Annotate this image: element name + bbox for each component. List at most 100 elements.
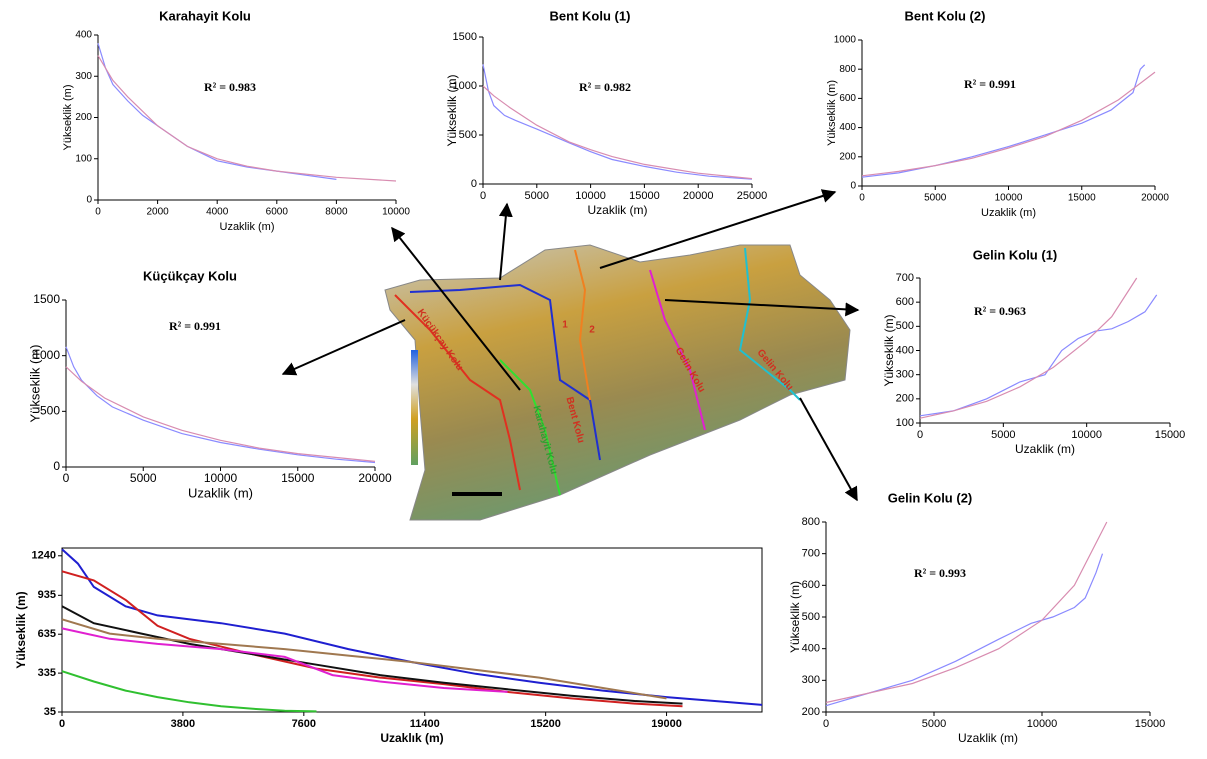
y-tick-label: 300 <box>75 71 92 82</box>
y-tick-label: 200 <box>802 706 820 718</box>
map-legend <box>411 350 418 465</box>
y-tick-label: 500 <box>459 129 477 141</box>
figure: Küçükçay KoluKarahayit KoluBent Kolu12Ge… <box>0 0 1207 759</box>
y-tick-label: 700 <box>896 272 914 284</box>
x-tick-label: 20000 <box>683 190 714 202</box>
y-tick-label: 1500 <box>33 292 60 306</box>
y-axis-label: Yükseklik (m) <box>27 344 42 422</box>
x-tick-label: 8000 <box>325 207 348 218</box>
series-line <box>920 295 1157 416</box>
y-tick-label: 400 <box>75 30 92 41</box>
x-tick-label: 0 <box>59 718 65 730</box>
y-tick-label: 500 <box>802 611 820 623</box>
r-squared: R² = 0.982 <box>579 80 631 94</box>
x-axis-label: Uzaklik (m) <box>588 203 648 217</box>
x-tick-label: 10000 <box>1027 718 1058 730</box>
x-tick-label: 15000 <box>1155 429 1186 441</box>
y-tick-label: 35 <box>44 706 56 718</box>
r-squared: R² = 0.991 <box>169 319 221 333</box>
scale-bar <box>452 492 502 496</box>
x-tick-label: 10000 <box>1071 429 1102 441</box>
x-tick-label: 0 <box>823 718 829 730</box>
series-line <box>66 367 375 462</box>
x-tick-label: 19000 <box>651 718 682 730</box>
y-tick-label: 1000 <box>834 35 857 46</box>
y-tick-label: 635 <box>38 628 56 640</box>
y-tick-label: 0 <box>850 181 856 192</box>
y-axis-label: Yükseklik (m) <box>14 591 28 668</box>
x-tick-label: 10000 <box>382 207 410 218</box>
x-axis-label: Uzaklık (m) <box>380 731 443 745</box>
x-tick-label: 10000 <box>204 471 238 485</box>
x-tick-label: 0 <box>917 429 923 441</box>
x-tick-label: 15200 <box>530 718 561 730</box>
series-line <box>62 671 317 711</box>
y-axis-label: Yükseklik (m) <box>62 84 74 150</box>
y-tick-label: 100 <box>75 153 92 164</box>
x-tick-label: 10000 <box>575 190 606 202</box>
y-tick-label: 300 <box>802 674 820 686</box>
x-tick-label: 2000 <box>146 207 169 218</box>
chart-title: Gelin Kolu (2) <box>888 490 973 505</box>
y-tick-label: 400 <box>839 122 856 133</box>
x-tick-label: 0 <box>95 207 101 218</box>
x-tick-label: 5000 <box>991 429 1015 441</box>
arrow <box>500 204 507 280</box>
y-axis-label: Yükseklik (m) <box>788 581 802 653</box>
x-tick-label: 4000 <box>206 207 229 218</box>
y-tick-label: 100 <box>896 417 914 429</box>
y-tick-label: 200 <box>896 393 914 405</box>
x-tick-label: 0 <box>480 190 486 202</box>
x-axis-label: Uzaklik (m) <box>188 485 253 500</box>
x-tick-label: 3800 <box>171 718 195 730</box>
x-tick-label: 25000 <box>737 190 768 202</box>
y-axis-label: Yükseklik (m) <box>882 314 896 386</box>
r-squared: R² = 0.963 <box>974 304 1026 318</box>
y-tick-label: 335 <box>38 667 56 679</box>
x-axis-label: Uzaklik (m) <box>958 731 1018 745</box>
x-tick-label: 20000 <box>358 471 392 485</box>
x-tick-label: 10000 <box>995 193 1023 204</box>
y-tick-label: 0 <box>53 459 60 473</box>
y-tick-label: 600 <box>802 579 820 591</box>
x-tick-label: 5000 <box>924 193 947 204</box>
chart: 050001000015000100200300400500600700Geli… <box>882 247 1185 456</box>
y-tick-label: 600 <box>839 93 856 104</box>
chart: 05000100001500020000050010001500Küçükçay… <box>27 268 392 500</box>
arrow <box>283 320 405 374</box>
y-tick-label: 200 <box>839 151 856 162</box>
x-tick-label: 15000 <box>1135 718 1166 730</box>
x-axis-label: Uzaklik (m) <box>981 207 1036 219</box>
y-tick-label: 400 <box>802 643 820 655</box>
r-squared: R² = 0.983 <box>204 80 256 94</box>
y-tick-label: 500 <box>896 320 914 332</box>
x-tick-label: 0 <box>859 193 865 204</box>
y-tick-label: 700 <box>802 548 820 560</box>
r-squared: R² = 0.993 <box>914 566 966 580</box>
x-axis-label: Uzaklik (m) <box>1015 442 1075 456</box>
x-tick-label: 6000 <box>266 207 289 218</box>
x-tick-label: 15000 <box>281 471 315 485</box>
y-tick-label: 600 <box>896 296 914 308</box>
arrow <box>800 398 857 500</box>
x-tick-label: 15000 <box>629 190 660 202</box>
chart-title: Gelin Kolu (1) <box>973 247 1058 262</box>
map-label: 1 <box>562 320 568 331</box>
chart: 0500010000150002000002004006008001000Ben… <box>826 8 1169 218</box>
chart: 050001000015000200300400500600700800Geli… <box>788 490 1165 745</box>
x-tick-label: 11400 <box>410 718 440 730</box>
x-tick-label: 5000 <box>130 471 157 485</box>
y-tick-label: 0 <box>471 178 477 190</box>
y-tick-label: 200 <box>75 112 92 123</box>
series-line <box>920 278 1137 418</box>
x-tick-label: 5000 <box>525 190 549 202</box>
y-tick-label: 400 <box>896 344 914 356</box>
y-axis-label: Yükseklik (m) <box>445 74 459 146</box>
chart-title: Küçükçay Kolu <box>143 268 237 283</box>
y-tick-label: 0 <box>86 195 92 206</box>
y-tick-label: 935 <box>38 589 56 601</box>
